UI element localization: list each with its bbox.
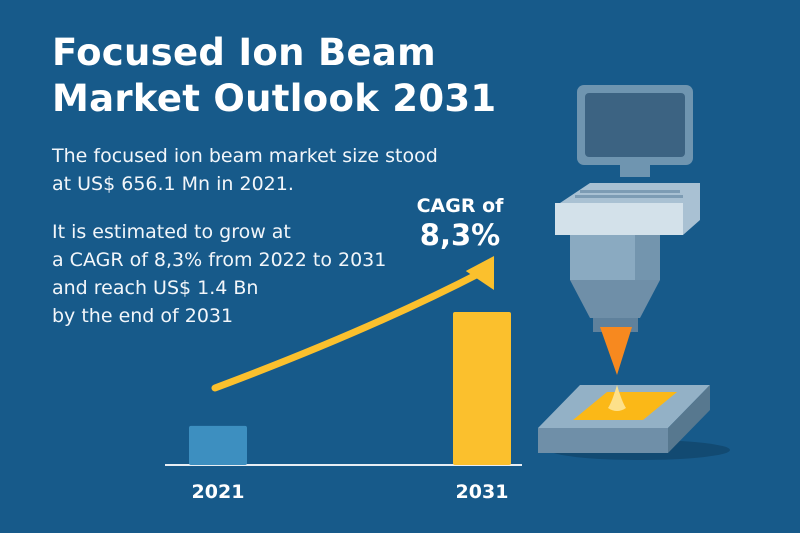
microscope-illustration xyxy=(538,85,730,460)
text-line: a CAGR of 8,3% from 2022 to 2031 xyxy=(52,249,387,271)
title-line: Market Outlook 2031 xyxy=(52,77,497,120)
text-line: The focused ion beam market size stood xyxy=(52,145,438,167)
text-line: by the end of 2031 xyxy=(52,305,234,327)
cagr-label: CAGR of xyxy=(416,195,504,217)
market-size-text: The focused ion beam market size stood a… xyxy=(52,142,438,198)
text-line: It is estimated to grow at xyxy=(52,221,291,243)
growth-text: It is estimated to grow at a CAGR of 8,3… xyxy=(52,218,412,330)
cagr-value: 8,3% xyxy=(419,218,501,252)
x-tick-label: 2021 xyxy=(192,481,245,503)
bar-2031 xyxy=(453,312,511,465)
arrow-head-icon xyxy=(465,256,495,291)
page-title: Focused Ion Beam Market Outlook 2031 xyxy=(52,30,496,122)
bar-2021 xyxy=(189,425,247,465)
cagr-callout: CAGR of 8,3% xyxy=(405,195,515,253)
x-tick-label: 2031 xyxy=(456,481,509,503)
text-line: and reach US$ 1.4 Bn xyxy=(52,277,259,299)
text-line: at US$ 656.1 Mn in 2021. xyxy=(52,173,294,195)
title-line: Focused Ion Beam xyxy=(52,31,436,74)
ion-beam-icon xyxy=(600,327,632,375)
growth-arrow xyxy=(211,268,486,392)
